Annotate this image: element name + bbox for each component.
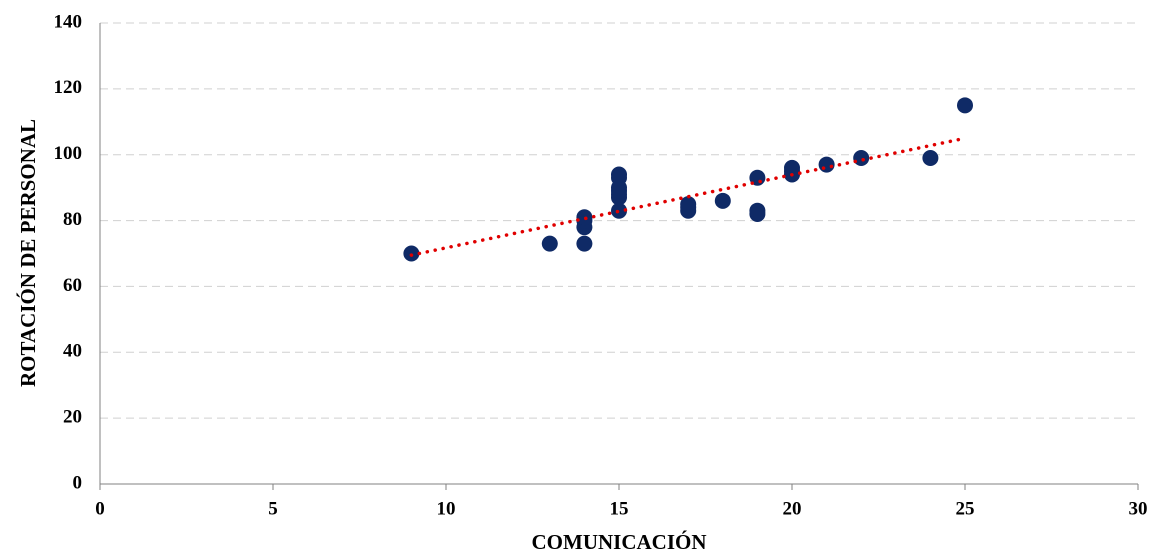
y-tick-label: 0 xyxy=(73,472,83,493)
point xyxy=(749,202,766,219)
y-tick-label: 120 xyxy=(54,77,83,98)
x-tick-label: 5 xyxy=(268,498,278,519)
y-tick-label: 140 xyxy=(54,11,83,32)
point xyxy=(957,97,973,114)
point xyxy=(784,159,800,176)
y-tick-label: 40 xyxy=(63,341,82,362)
x-tick-label: 0 xyxy=(95,498,105,519)
x-tick-label: 15 xyxy=(610,498,629,519)
y-tick-label: 100 xyxy=(54,143,83,164)
trendline xyxy=(409,136,967,257)
x-axis-title: COMUNICACIÓN xyxy=(532,530,707,554)
point xyxy=(680,196,697,213)
point xyxy=(576,235,593,252)
point xyxy=(714,192,731,209)
y-axis-title: ROTACIÓN DE PERSONAL xyxy=(16,119,40,387)
point xyxy=(818,156,835,173)
point xyxy=(853,150,870,167)
x-tick-label: 20 xyxy=(783,498,802,519)
point xyxy=(611,166,627,183)
x-tick-label: 25 xyxy=(956,498,975,519)
y-tick-label: 60 xyxy=(63,275,82,296)
point xyxy=(541,235,558,252)
y-tick-label: 80 xyxy=(63,209,82,230)
x-tick-label: 10 xyxy=(437,498,456,519)
y-tick-label: 20 xyxy=(63,407,82,428)
point xyxy=(922,150,939,167)
x-tick-label: 30 xyxy=(1129,498,1148,519)
